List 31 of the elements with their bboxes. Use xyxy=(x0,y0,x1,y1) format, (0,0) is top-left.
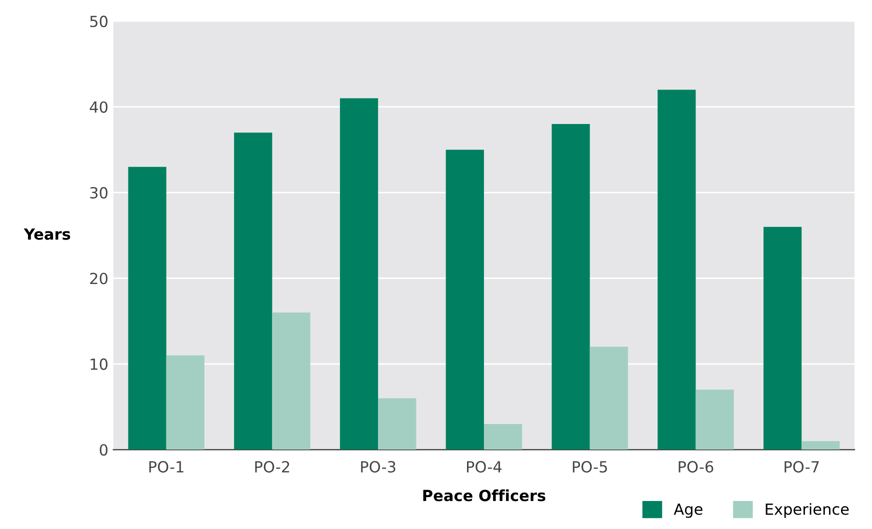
bar xyxy=(166,355,204,450)
y-tick-label: 30 xyxy=(90,187,108,199)
x-tick-label: PO-7 xyxy=(784,461,819,473)
bar xyxy=(378,398,416,450)
x-tick-label: PO-6 xyxy=(678,461,714,473)
bar xyxy=(446,150,484,450)
bar xyxy=(764,226,802,450)
x-tick-label: PO-4 xyxy=(467,461,502,473)
legend-label: Age xyxy=(674,504,702,518)
y-tick-label: 0 xyxy=(100,444,108,456)
x-tick-label: PO-5 xyxy=(572,461,607,473)
bar xyxy=(590,346,628,450)
legend-label: Experience xyxy=(766,503,849,518)
bar xyxy=(234,132,272,450)
y-tick-label: 50 xyxy=(90,16,108,28)
bar xyxy=(802,441,840,450)
x-tick-label: PO-2 xyxy=(255,461,290,473)
x-tick-label: PO-1 xyxy=(149,461,184,473)
bar xyxy=(272,312,310,450)
bar xyxy=(484,424,522,450)
y-tick-label: 20 xyxy=(90,272,108,284)
y-tick-label: 10 xyxy=(90,358,108,370)
y-axis-title: Years xyxy=(24,228,70,240)
bar xyxy=(696,390,734,450)
bar xyxy=(658,90,696,450)
bar xyxy=(552,124,590,450)
y-tick-label: 40 xyxy=(90,101,108,113)
x-axis-title: Peace Officers xyxy=(423,489,546,502)
x-tick-label: PO-3 xyxy=(361,461,396,473)
bar xyxy=(340,98,378,450)
bar xyxy=(128,166,166,450)
